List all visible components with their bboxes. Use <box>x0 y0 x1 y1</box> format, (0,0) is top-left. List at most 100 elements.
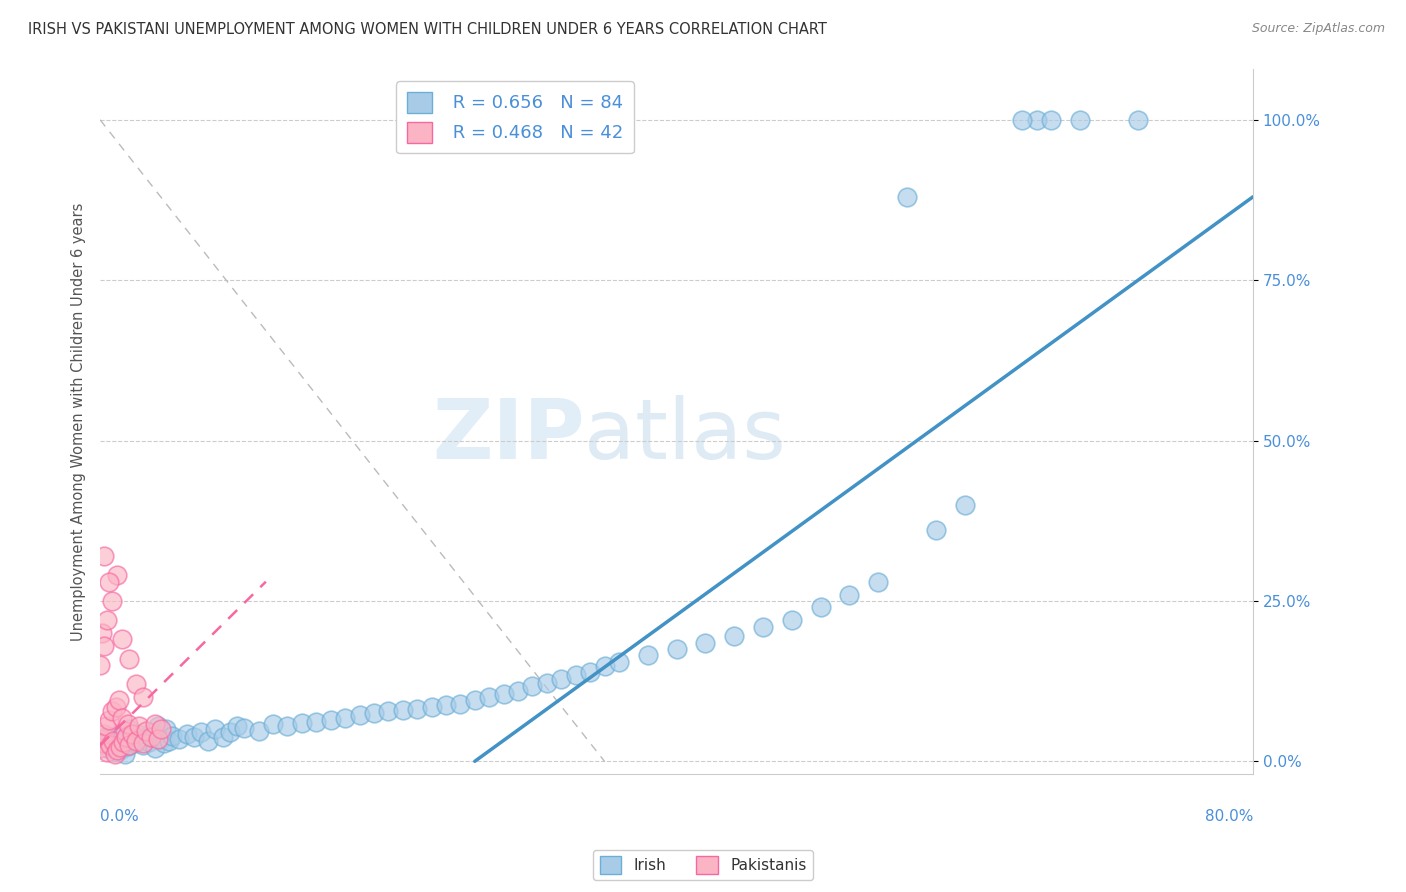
Point <box>132 690 155 705</box>
Point <box>391 703 413 717</box>
Point <box>868 574 890 589</box>
Point <box>108 727 131 741</box>
Point <box>110 740 132 755</box>
Point <box>117 739 139 753</box>
Point <box>94 719 117 733</box>
Point <box>607 655 630 669</box>
Point <box>96 613 118 627</box>
Point <box>93 731 115 746</box>
Point <box>176 727 198 741</box>
Point <box>115 730 138 744</box>
Point <box>128 719 150 733</box>
Point <box>104 699 127 714</box>
Point <box>723 629 745 643</box>
Point <box>96 729 118 743</box>
Point <box>522 679 544 693</box>
Point <box>226 719 249 733</box>
Point <box>190 725 212 739</box>
Point <box>91 739 114 753</box>
Point <box>90 735 112 749</box>
Text: ZIP: ZIP <box>432 395 585 476</box>
Point <box>363 706 385 721</box>
Point <box>125 677 148 691</box>
Point <box>349 708 371 723</box>
Point <box>464 693 486 707</box>
Point <box>118 723 141 737</box>
Point <box>247 723 270 738</box>
Point <box>406 702 429 716</box>
Legend:  R = 0.656   N = 84,  R = 0.468   N = 42: R = 0.656 N = 84, R = 0.468 N = 42 <box>396 81 634 153</box>
Point <box>132 739 155 753</box>
Point <box>143 717 166 731</box>
Point <box>478 690 501 705</box>
Point <box>89 741 111 756</box>
Point <box>637 648 659 663</box>
Point <box>1069 112 1091 127</box>
Point <box>125 733 148 747</box>
Point <box>377 704 399 718</box>
Point <box>183 730 205 744</box>
Point <box>111 711 134 725</box>
Text: 80.0%: 80.0% <box>1205 809 1253 824</box>
Point <box>149 731 172 746</box>
Point <box>97 736 120 750</box>
Point <box>780 613 803 627</box>
Point <box>115 730 138 744</box>
Point <box>155 723 177 737</box>
Point <box>100 740 122 755</box>
Point <box>211 730 233 744</box>
Point <box>98 739 121 753</box>
Point <box>276 719 298 733</box>
Point <box>752 619 775 633</box>
Point <box>925 524 948 538</box>
Point <box>146 731 169 746</box>
Point <box>665 642 688 657</box>
Point <box>141 725 163 739</box>
Point <box>110 743 132 757</box>
Point <box>94 741 117 756</box>
Point <box>107 568 129 582</box>
Point <box>91 736 114 750</box>
Point <box>146 719 169 733</box>
Point <box>103 747 125 761</box>
Point <box>107 743 129 757</box>
Point <box>536 676 558 690</box>
Y-axis label: Unemployment Among Women with Children Under 6 years: Unemployment Among Women with Children U… <box>72 202 86 640</box>
Point <box>953 498 976 512</box>
Point <box>1025 112 1047 127</box>
Point <box>152 736 174 750</box>
Point <box>129 733 152 747</box>
Point <box>1011 112 1033 127</box>
Point <box>124 736 146 750</box>
Point <box>93 549 115 563</box>
Point <box>90 626 112 640</box>
Text: Source: ZipAtlas.com: Source: ZipAtlas.com <box>1251 22 1385 36</box>
Point <box>197 733 219 747</box>
Point <box>112 725 135 739</box>
Point <box>810 600 832 615</box>
Point <box>138 735 160 749</box>
Point <box>420 699 443 714</box>
Point <box>492 687 515 701</box>
Point <box>97 574 120 589</box>
Point <box>695 635 717 649</box>
Point <box>157 733 180 747</box>
Point <box>100 704 122 718</box>
Point <box>579 665 602 679</box>
Point <box>121 727 143 741</box>
Point <box>118 739 141 753</box>
Point <box>90 731 112 746</box>
Point <box>838 588 860 602</box>
Point <box>121 731 143 746</box>
Point <box>233 721 256 735</box>
Point <box>319 713 342 727</box>
Point <box>98 733 121 747</box>
Point <box>93 727 115 741</box>
Point <box>333 711 356 725</box>
Point <box>118 651 141 665</box>
Point <box>149 723 172 737</box>
Point <box>143 741 166 756</box>
Point <box>103 738 125 752</box>
Point <box>160 729 183 743</box>
Point <box>132 736 155 750</box>
